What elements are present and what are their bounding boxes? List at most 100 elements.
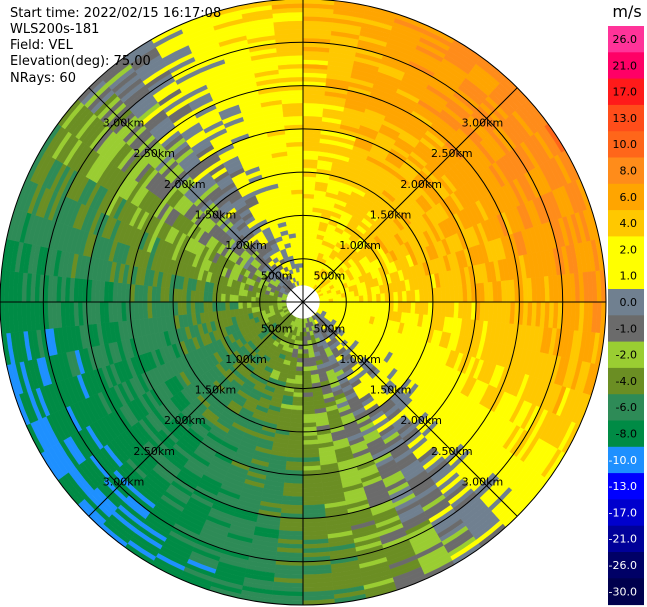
velocity-cell (296, 241, 304, 247)
velocity-cell (198, 290, 205, 303)
velocity-cell (332, 301, 338, 306)
velocity-cell (177, 301, 183, 316)
velocity-cell (295, 366, 304, 372)
velocity-cell (290, 189, 304, 195)
velocity-cell (292, 396, 304, 402)
velocity-cell (233, 294, 239, 303)
azimuth-spoke (302, 301, 518, 517)
colorbar-tick-label: 4.0 (620, 217, 638, 230)
velocity-cell (302, 228, 311, 234)
colorbar-tick-label: 2.0 (620, 243, 638, 256)
velocity-cell (291, 400, 304, 407)
velocity-cell (233, 301, 239, 310)
start-time-label: Start time: 2022/02/15 16:17:08 (10, 6, 222, 21)
velocity-cell (302, 422, 317, 428)
velocity-cell (371, 301, 377, 310)
colorbar-tick-label: -6.0 (616, 401, 637, 414)
velocity-cell (350, 301, 356, 308)
velocity-cell (263, 301, 269, 307)
colorbar-segment (608, 26, 644, 53)
velocity-cell (358, 301, 364, 309)
range-ring-label: 2.00km (164, 414, 206, 427)
velocity-cell (414, 301, 421, 315)
colorbar-segment (608, 473, 644, 500)
range-ring-label: 3.00km (462, 117, 504, 130)
colorbar-tick-label: 6.0 (620, 191, 638, 204)
velocity-cell (410, 289, 416, 303)
velocity-cell (302, 331, 307, 337)
range-ring-label: 3.00km (103, 117, 145, 130)
colorbar-segment (608, 262, 644, 290)
colorbar-segment (608, 236, 644, 264)
range-ring-label: 1.00km (225, 239, 267, 252)
colorbar-tick-label: -21.0 (609, 533, 637, 546)
velocity-cell (299, 331, 304, 337)
velocity-cell (302, 357, 310, 363)
velocity-cell (203, 291, 209, 303)
velocity-cell (295, 362, 304, 368)
velocity-cell (242, 301, 248, 309)
velocity-cell (367, 294, 373, 303)
velocity-cell (302, 180, 316, 187)
velocity-cell (406, 290, 412, 303)
colorbar-segment (608, 131, 644, 158)
velocity-cell (401, 290, 408, 303)
velocity-cell (288, 435, 304, 441)
colorbar-segment (608, 420, 644, 448)
velocity-cell (198, 301, 205, 314)
velocity-cell (237, 294, 243, 303)
colorbar-segment (608, 341, 644, 369)
velocity-cell (259, 297, 265, 303)
velocity-cell (302, 176, 317, 182)
velocity-cell (397, 301, 403, 313)
range-ring-label: 1.50km (195, 384, 237, 397)
velocity-cell (302, 184, 316, 191)
range-ring-label: 3.00km (462, 475, 504, 488)
colorbar-segment (608, 394, 644, 421)
velocity-cell (354, 295, 360, 303)
velocity-cell (294, 219, 304, 225)
velocity-cell (363, 294, 369, 303)
velocity-cell (302, 236, 311, 242)
velocity-cell (290, 180, 304, 187)
velocity-cell (367, 301, 373, 310)
velocity-cell (302, 258, 308, 264)
velocity-cell (302, 267, 307, 273)
colorbar-tick-label: 10.0 (613, 138, 638, 151)
velocity-cell (164, 301, 170, 317)
velocity-cell (380, 293, 386, 303)
colorbar-tick-label: -17.0 (609, 506, 637, 519)
colorbar-segment (608, 183, 644, 211)
velocity-cell (306, 335, 312, 341)
velocity-cell (302, 349, 309, 355)
range-ring-label: 1.50km (370, 384, 412, 397)
velocity-cell (289, 422, 304, 428)
velocity-cell (302, 197, 315, 204)
velocity-cell (159, 286, 166, 303)
velocity-cell (337, 297, 343, 303)
velocity-cell (268, 298, 274, 303)
colorbar-tick-label: -30.0 (609, 585, 637, 598)
velocity-cell (181, 301, 188, 315)
velocity-cell (295, 228, 304, 234)
velocity-cell (297, 249, 304, 255)
range-ring-label: 1.00km (339, 353, 381, 366)
colorbar-tick-label: 1.0 (620, 270, 638, 283)
velocity-cell (246, 295, 252, 303)
velocity-cell (302, 232, 311, 238)
velocity-cell (302, 400, 315, 407)
velocity-cell (294, 223, 304, 230)
velocity-cell (181, 289, 188, 303)
velocity-cell (291, 197, 304, 204)
velocity-cell (302, 158, 319, 165)
colorbar-tick-label: -13.0 (609, 480, 637, 493)
velocity-cell (302, 340, 308, 346)
velocity-cell (297, 349, 304, 355)
velocity-cell (397, 291, 403, 303)
velocity-cell (423, 301, 429, 316)
colorbar-tick-label: -4.0 (616, 375, 637, 388)
velocity-cell (302, 366, 311, 372)
velocity-cell (302, 370, 311, 376)
velocity-cell (436, 287, 442, 303)
velocity-cell (220, 293, 226, 303)
